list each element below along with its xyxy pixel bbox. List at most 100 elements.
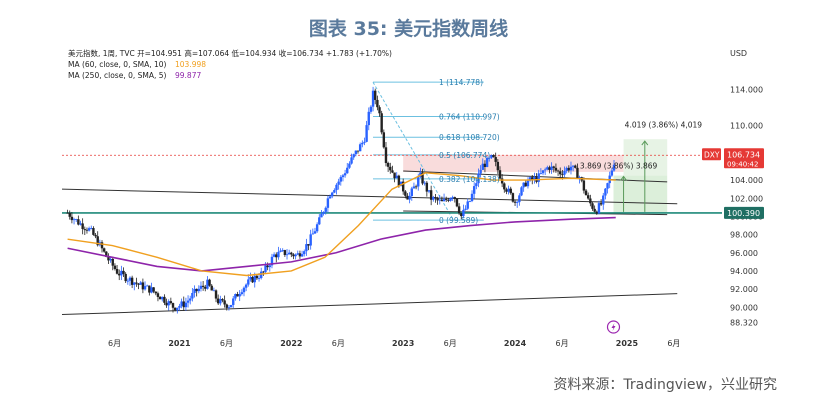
candle: [537, 173, 540, 182]
candle: [354, 150, 358, 155]
candle: [315, 224, 319, 232]
candle: [109, 258, 112, 261]
candle: [173, 307, 177, 311]
candle: [277, 251, 280, 258]
candle: [414, 186, 418, 188]
x-tick-label: 6月: [555, 339, 568, 348]
candle: [455, 198, 459, 207]
x-tick-label: 2021: [168, 339, 191, 348]
candle: [445, 199, 448, 200]
candle: [395, 175, 398, 179]
candle: [145, 285, 149, 287]
candle: [350, 157, 353, 164]
candle: [361, 142, 364, 145]
x-tick-label: 6月: [667, 339, 680, 348]
candle: [270, 256, 274, 266]
x-tick-label: 2023: [392, 339, 414, 348]
candle: [365, 125, 368, 142]
candle: [303, 251, 306, 255]
candle: [313, 231, 317, 234]
candle: [509, 188, 512, 194]
legend-ma250-value: 99.877: [175, 71, 201, 80]
candle: [111, 258, 114, 266]
legend-ma250-label: MA (250, close, 0, SMA, 5): [68, 71, 167, 80]
candle: [548, 167, 551, 170]
candle: [374, 90, 377, 100]
candle: [285, 254, 289, 256]
candle: [335, 184, 338, 191]
candle: [447, 199, 450, 201]
candle: [158, 296, 162, 300]
candle: [152, 287, 155, 292]
candle: [193, 288, 196, 293]
candle: [178, 305, 181, 308]
lightning-icon-glyph: [611, 323, 616, 331]
legend-ma60-value: 103.998: [175, 60, 206, 69]
candle: [593, 208, 596, 212]
y-tick-label: 98.000: [730, 231, 758, 240]
candle: [507, 188, 510, 192]
candle: [107, 256, 110, 261]
candle: [68, 212, 71, 217]
candle: [287, 252, 291, 255]
candle: [255, 275, 259, 279]
candle: [283, 250, 287, 256]
candle: [472, 186, 476, 194]
candle: [591, 203, 594, 209]
candle: [264, 265, 267, 273]
candle: [130, 277, 134, 285]
candle: [384, 147, 388, 163]
y-tick-label: 88.320: [730, 319, 758, 328]
candle: [154, 291, 157, 294]
candle: [262, 271, 265, 273]
candle: [318, 217, 321, 225]
target-zone-upper: [623, 139, 668, 176]
candle: [87, 228, 91, 231]
candle: [85, 229, 89, 231]
candle: [389, 166, 392, 171]
ma250-line: [67, 216, 616, 272]
symbol-tag: [702, 148, 721, 161]
candle: [397, 175, 401, 187]
candle: [189, 298, 192, 301]
candle: [191, 292, 194, 299]
candle: [94, 234, 97, 237]
candle: [83, 228, 87, 230]
candle: [432, 197, 435, 200]
x-tick-label: 6月: [220, 339, 233, 348]
candle: [367, 111, 370, 126]
candle: [423, 182, 426, 184]
fib-level-label: 1 (114.778): [439, 78, 483, 87]
candle: [171, 303, 175, 308]
candle: [567, 167, 571, 171]
candle: [492, 155, 495, 158]
candle: [524, 182, 528, 187]
candle: [143, 286, 147, 290]
candle: [281, 250, 284, 251]
candle: [505, 189, 508, 192]
candle: [513, 201, 517, 203]
measure-arrow-lower-head: [620, 175, 627, 181]
candle: [77, 219, 80, 225]
candle: [556, 170, 560, 172]
candle: [511, 193, 515, 202]
price-tag-value: 106.734: [727, 150, 760, 159]
candle: [227, 307, 231, 309]
support-tag: [724, 206, 764, 219]
x-tick-label: 2022: [280, 339, 302, 348]
candle: [186, 300, 190, 303]
candle: [135, 282, 138, 284]
candle: [324, 207, 327, 212]
candle: [481, 163, 484, 170]
candle: [371, 90, 375, 107]
candle: [466, 201, 469, 209]
candle: [500, 178, 504, 184]
candle: [343, 173, 347, 176]
x-tick-label: 2025: [616, 339, 639, 348]
candle: [531, 177, 534, 180]
candle: [341, 175, 345, 178]
candle: [296, 253, 299, 255]
candle: [485, 157, 489, 167]
y-tick-label: 94.000: [730, 267, 758, 276]
